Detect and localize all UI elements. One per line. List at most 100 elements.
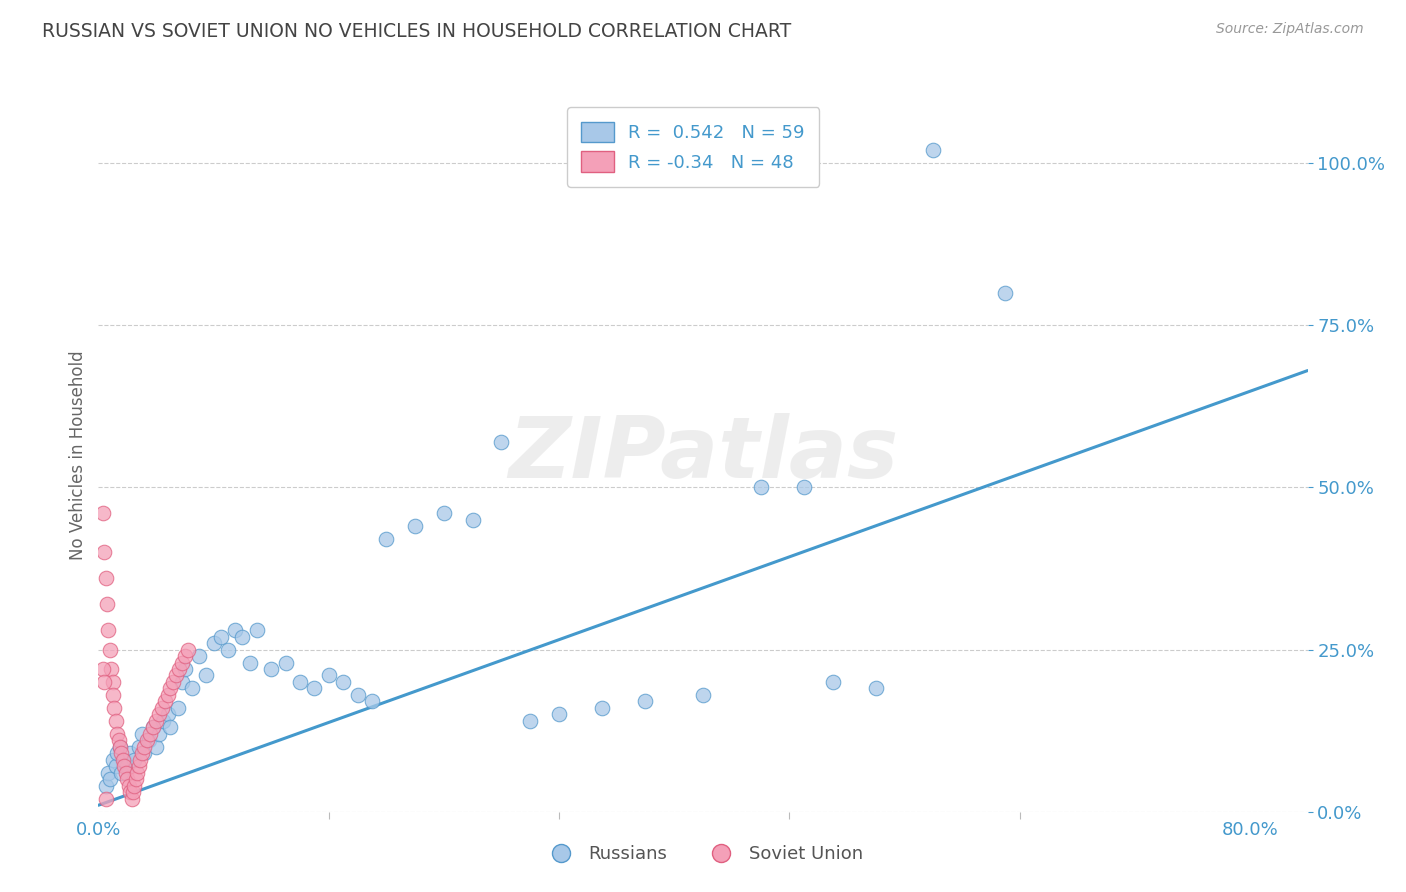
Point [152,714,174,728]
Point [101,688,124,702]
Point [224,623,246,637]
Point [150,701,173,715]
Point [139,727,162,741]
Point [922,143,945,157]
Point [166,701,188,715]
Point [110,765,132,780]
Point [634,694,657,708]
Point [260,662,283,676]
Point [93,675,115,690]
Point [188,648,211,663]
Point [821,675,844,690]
Point [304,681,326,696]
Point [209,630,232,644]
Point [127,765,149,780]
Point [97,623,120,637]
Point [145,739,167,754]
Point [101,753,124,767]
Point [101,675,124,690]
Point [142,720,165,734]
Point [128,739,150,754]
Point [142,720,165,734]
Point [115,759,138,773]
Point [91,506,114,520]
Point [145,714,167,728]
Point [124,753,146,767]
Point [170,656,193,670]
Point [114,765,136,780]
Point [134,739,156,754]
Point [404,519,426,533]
Point [156,707,179,722]
Point [148,727,170,741]
Point [162,675,184,690]
Point [274,656,297,670]
Point [239,656,262,670]
Point [93,545,115,559]
Y-axis label: No Vehicles in Household: No Vehicles in Household [69,350,87,560]
Point [105,727,128,741]
Point [122,785,145,799]
Point [153,694,176,708]
Point [100,662,122,676]
Point [461,513,484,527]
Point [692,688,714,702]
Point [96,597,118,611]
Point [103,701,125,715]
Point [202,636,225,650]
Point [491,434,513,449]
Point [167,662,190,676]
Point [98,772,121,787]
Point [131,727,153,741]
Point [217,642,239,657]
Point [865,681,887,696]
Point [120,747,142,761]
Point [318,668,340,682]
Point [148,707,170,722]
Point [159,681,181,696]
Point [124,779,146,793]
Point [129,753,152,767]
Point [994,285,1017,300]
Point [332,675,354,690]
Point [170,675,193,690]
Point [110,747,132,761]
Point [112,759,135,773]
Point [108,739,131,754]
Point [104,759,127,773]
Point [105,747,128,761]
Point [361,694,384,708]
Point [118,779,141,793]
Point [94,779,117,793]
Point [548,707,571,722]
Point [108,739,131,754]
Point [112,753,135,767]
Point [165,668,187,682]
Point [346,688,368,702]
Text: Source: ZipAtlas.com: Source: ZipAtlas.com [1216,22,1364,37]
Point [111,753,134,767]
Point [288,675,311,690]
Point [246,623,269,637]
Point [125,772,148,787]
Point [749,480,772,494]
Point [128,759,150,773]
Point [159,720,181,734]
Point [94,791,117,805]
Point [107,733,129,747]
Point [104,714,127,728]
Point [591,701,613,715]
Point [136,733,159,747]
Text: ZIPatlas: ZIPatlas [508,413,898,497]
Point [131,747,153,761]
Point [91,662,114,676]
Text: RUSSIAN VS SOVIET UNION NO VEHICLES IN HOUSEHOLD CORRELATION CHART: RUSSIAN VS SOVIET UNION NO VEHICLES IN H… [42,22,792,41]
Point [115,772,138,787]
Point [156,688,179,702]
Point [121,791,143,805]
Point [793,480,815,494]
Point [97,765,120,780]
Point [375,533,398,547]
Point [94,571,117,585]
Point [138,733,160,747]
